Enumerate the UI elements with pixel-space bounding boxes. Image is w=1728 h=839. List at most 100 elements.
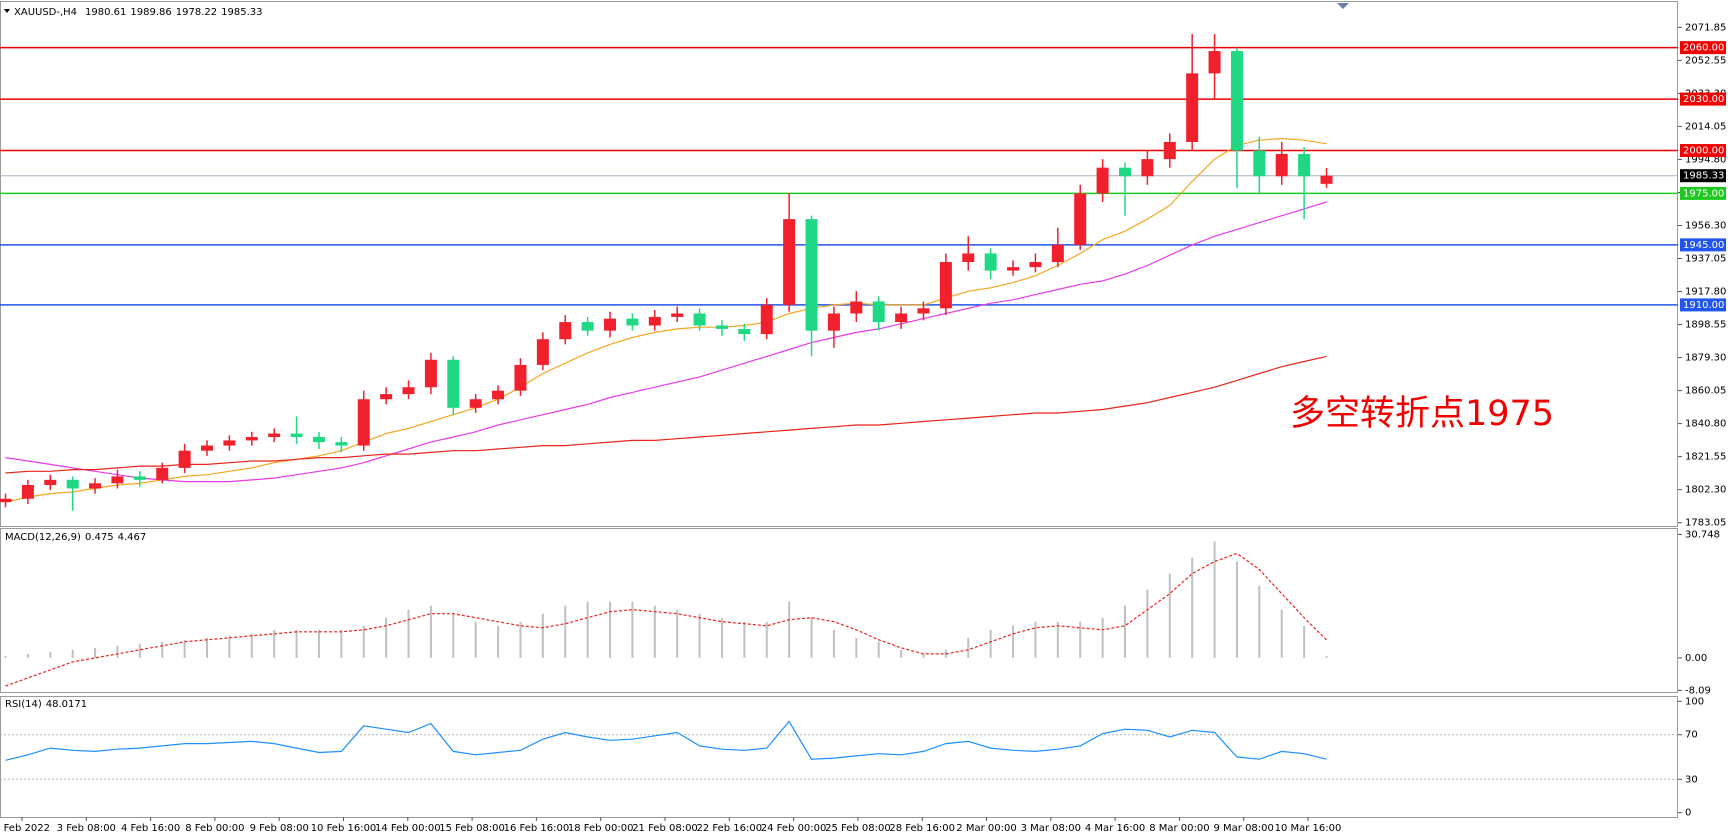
x-tick-label: 4 Mar 16:00 <box>1085 823 1145 834</box>
macd-bar <box>407 609 410 658</box>
y-tick-label: 1802.30 <box>1685 485 1726 496</box>
y-tick-label: 1994.80 <box>1685 154 1726 165</box>
candle-body <box>156 467 169 480</box>
x-tick-label: 14 Feb 00:00 <box>375 823 441 834</box>
level-label-bg <box>1680 92 1726 106</box>
x-tick-label: 24 Feb 00:00 <box>761 823 827 834</box>
y-tick-label: 1956.30 <box>1685 220 1726 231</box>
level-label: 1945.00 <box>1683 240 1724 251</box>
y-tick-label: 70 <box>1685 730 1698 741</box>
candle-body <box>738 328 751 335</box>
macd-bar <box>855 637 858 658</box>
macd-bar <box>206 637 209 658</box>
x-tick-label: 28 Feb 16:00 <box>889 823 955 834</box>
current-price-bg <box>1680 169 1726 183</box>
x-tick-label: 25 Feb 08:00 <box>825 823 891 834</box>
macd-bar <box>1258 585 1261 658</box>
macd-bar <box>474 621 477 658</box>
y-tick-label: 1879.30 <box>1685 353 1726 364</box>
candle-body <box>872 301 885 323</box>
y-tick-label: 1783.05 <box>1685 518 1726 529</box>
candle-body <box>1230 51 1243 151</box>
macd-bar <box>497 625 500 658</box>
macd-bar <box>564 605 567 658</box>
candle-body <box>648 316 661 326</box>
macd-bar <box>1079 621 1082 658</box>
rsi-line <box>5 720 1327 761</box>
level-label: 1975.00 <box>1683 188 1724 199</box>
macd-bar <box>71 649 74 658</box>
y-tick-label: -8.09 <box>1685 685 1711 696</box>
candle-body <box>895 313 908 323</box>
macd-bar <box>676 609 679 658</box>
macd-frame <box>0 528 1678 693</box>
macd-bar <box>541 613 544 658</box>
candle-body <box>1298 153 1311 177</box>
macd-signal <box>5 552 1327 687</box>
level-label: 2000.00 <box>1683 146 1724 157</box>
level-label-bg <box>1680 41 1726 55</box>
macd-title: MACD(12,26,9) <box>5 532 81 543</box>
candle-body <box>44 479 57 486</box>
macd-bar <box>94 647 97 658</box>
candle-body <box>1051 244 1064 263</box>
macd-bar <box>385 617 388 658</box>
x-tick-label: 15 Feb 08:00 <box>439 823 505 834</box>
candle-body <box>469 399 482 408</box>
macd-bar <box>698 613 701 658</box>
candle-body <box>671 313 684 317</box>
macd-bar <box>609 601 612 658</box>
candle-body <box>536 339 549 365</box>
macd-bar <box>1034 621 1037 658</box>
x-tick-label: 22 Feb 16:00 <box>696 823 762 834</box>
candle-body <box>492 390 505 400</box>
macd-bar <box>116 645 119 658</box>
candle-body <box>827 313 840 331</box>
candle-body <box>1163 141 1176 160</box>
macd-bar <box>877 641 880 658</box>
candle-body <box>559 322 572 340</box>
macd-bar <box>631 601 634 658</box>
candle-body <box>514 364 527 391</box>
candle-body <box>962 253 975 263</box>
candle-body <box>111 476 124 484</box>
y-tick-label: 30 <box>1685 774 1698 785</box>
ohlc-open: 1980.61 <box>85 7 126 18</box>
macd-bar <box>519 621 522 658</box>
y-tick-label: 0 <box>1685 808 1691 819</box>
candle-body <box>1320 175 1333 184</box>
macd-bar <box>183 639 186 658</box>
main-frame <box>0 1 1678 527</box>
x-tick-label: 4 Feb 16:00 <box>121 823 180 834</box>
moving-average <box>5 355 1327 474</box>
candle-body <box>984 253 997 271</box>
candle-body <box>581 322 594 331</box>
candle-body <box>604 318 617 331</box>
macd-bar <box>452 613 455 658</box>
x-tick-label: 9 Mar 08:00 <box>1213 823 1273 834</box>
y-tick-label: 2071.85 <box>1685 22 1726 33</box>
macd-bar <box>138 643 141 658</box>
rsi-title: RSI(14) <box>5 699 42 710</box>
candle-body <box>133 476 146 480</box>
macd-bar <box>49 651 52 658</box>
candle-body <box>1275 153 1288 177</box>
candle-body <box>66 479 79 489</box>
candle-body <box>402 387 415 395</box>
rsi-frame <box>0 696 1678 818</box>
candle-body <box>21 485 34 499</box>
candle-body <box>805 219 818 331</box>
macd-bar <box>250 633 253 658</box>
x-tick-label: 8 Feb 00:00 <box>185 823 244 834</box>
candle-body <box>1141 159 1154 177</box>
chart-header: XAUUSD-,H4 1980.61 1989.86 1978.22 1985.33 <box>14 7 262 18</box>
candle-body <box>268 433 281 437</box>
macd-bar <box>26 653 29 658</box>
candle-body <box>1119 167 1131 177</box>
candle-body <box>1186 73 1199 142</box>
x-tick-label: 2 Feb 2022 <box>0 823 50 834</box>
candle-body <box>1208 51 1221 74</box>
y-tick-label: 100 <box>1685 696 1704 707</box>
